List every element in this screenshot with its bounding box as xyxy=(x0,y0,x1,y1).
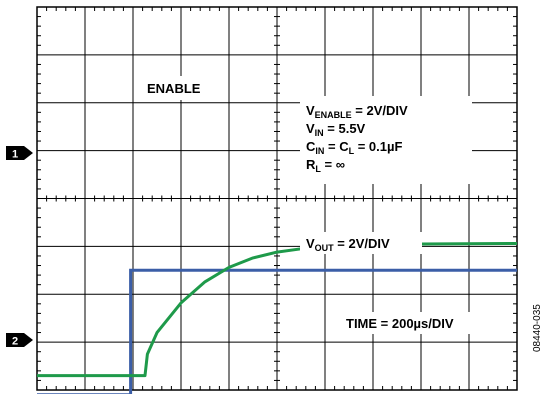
load-resistance-annotation: RL = ∞ xyxy=(306,157,345,174)
v-enable-annotation: VENABLE = 2V/DIV xyxy=(306,103,408,120)
v-out-annotation: VOUT = 2V/DIV xyxy=(306,236,390,253)
capacitance-annotation: CIN = CL = 0.1µF xyxy=(306,139,402,156)
channel-1-marker: 1 xyxy=(6,146,33,161)
figure-id: 08440-035 xyxy=(532,304,543,352)
channel-2-marker: 2 xyxy=(6,333,33,348)
channel-1-label: 1 xyxy=(12,149,18,161)
channel-2-label: 2 xyxy=(12,336,18,348)
time-annotation: TIME = 200µs/DIV xyxy=(346,316,454,331)
v-in-annotation: VIN = 5.5V xyxy=(306,121,366,138)
enable-label: ENABLE xyxy=(147,81,201,96)
enable-trace xyxy=(37,268,517,394)
